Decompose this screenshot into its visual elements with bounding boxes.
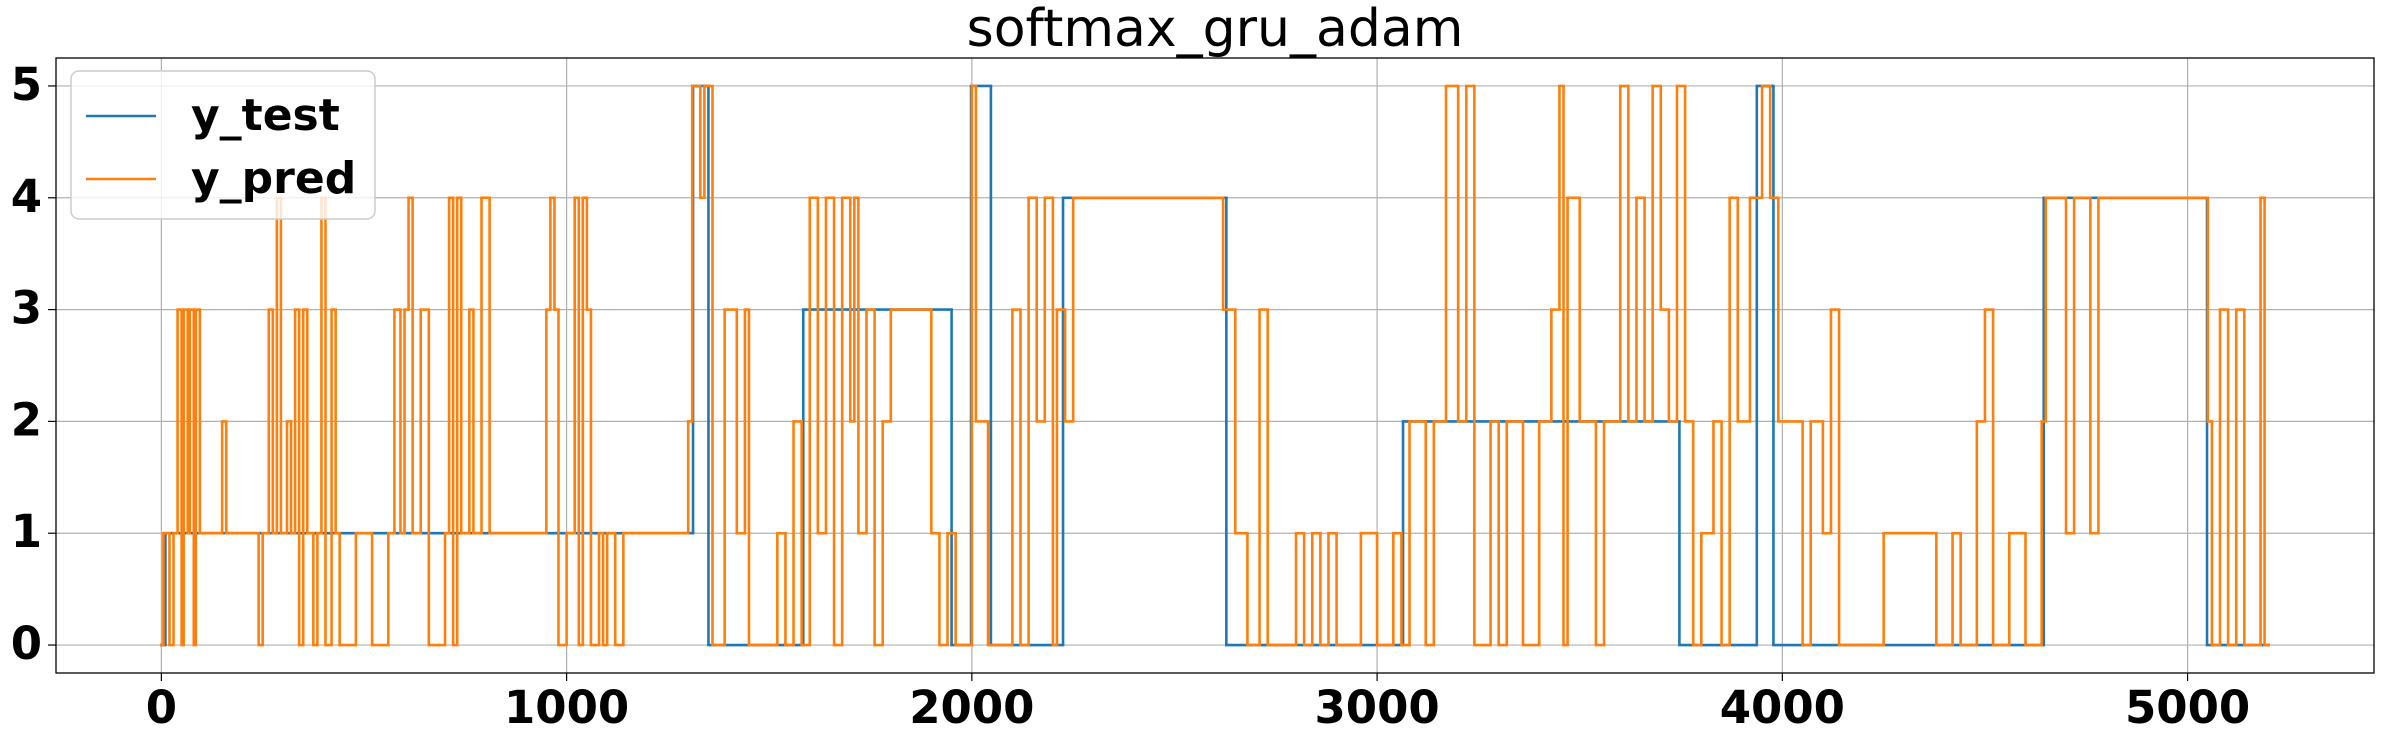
legend-label: y_pred xyxy=(191,153,356,204)
y-tick-label: 2 xyxy=(11,393,42,446)
plot-frame xyxy=(55,57,2375,674)
legend-label: y_test xyxy=(191,90,340,141)
x-tick-label: 4000 xyxy=(1720,681,1845,734)
x-tick-label: 2000 xyxy=(909,681,1034,734)
x-tick-label: 5000 xyxy=(2125,681,2250,734)
x-tick-label: 1000 xyxy=(504,681,629,734)
y-tick-label: 4 xyxy=(11,170,42,223)
series xyxy=(160,84,2270,647)
chart-title: softmax_gru_adam xyxy=(967,0,1464,59)
y-tick-label: 5 xyxy=(11,58,42,111)
x-tick-label: 3000 xyxy=(1314,681,1439,734)
y-tick-label: 1 xyxy=(11,505,42,558)
legend-box xyxy=(70,70,376,220)
y-tick-label: 0 xyxy=(11,617,42,670)
y-tick-label: 3 xyxy=(11,282,42,335)
x-tick-label: 0 xyxy=(146,681,177,734)
